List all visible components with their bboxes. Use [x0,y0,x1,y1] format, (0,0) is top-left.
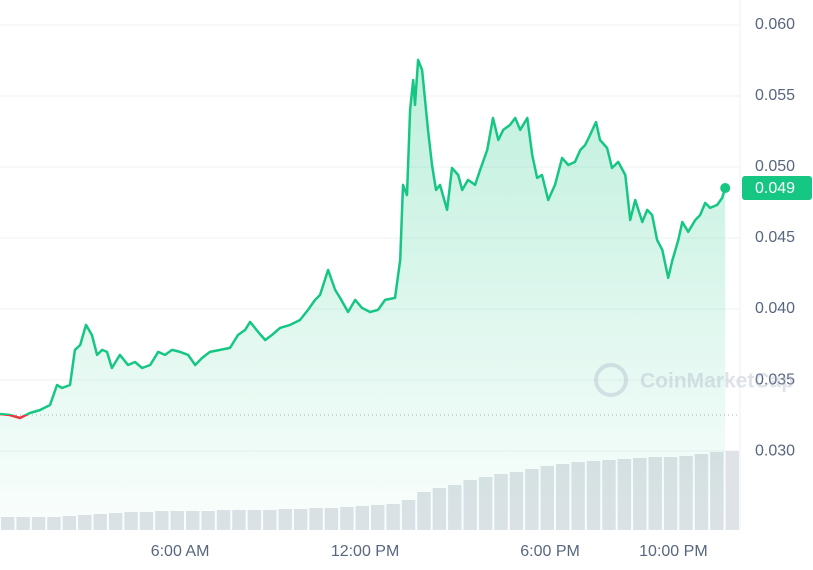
x-tick-label: 10:00 PM [639,543,707,560]
watermark: CoinMarketCap [594,363,794,397]
watermark-logo [594,363,628,397]
y-tick-label: 0.035 [755,371,795,388]
price-tag [742,176,812,201]
plot-area [0,58,727,530]
x-tick-label: 6:00 PM [520,543,580,560]
y-tick-label: 0.030 [755,442,795,459]
x-tick-label: 6:00 AM [151,543,210,560]
price-line [0,58,727,420]
y-tick-label: 0.050 [755,158,795,175]
y-tick-label: 0.060 [755,16,795,33]
watermark-text: CoinMarketCap [640,370,794,393]
last-point [720,183,731,194]
price-tag-label: 0.049 [755,180,795,197]
y-tick-label: 0.045 [755,229,795,246]
x-tick-label: 12:00 PM [331,543,399,560]
y-tick-label: 0.040 [755,300,795,317]
volume-bar [725,451,739,530]
price-area [0,59,726,530]
y-tick-label: 0.055 [755,87,795,104]
